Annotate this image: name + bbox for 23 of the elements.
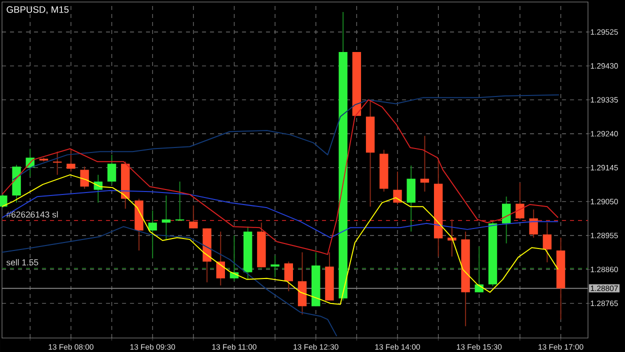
candlestick <box>189 205 198 229</box>
candlestick <box>66 148 76 172</box>
candlestick <box>80 166 89 190</box>
candlestick <box>542 222 552 263</box>
candlestick <box>393 171 402 205</box>
candlestick <box>148 210 157 259</box>
candlestick <box>216 231 225 286</box>
candlestick <box>162 195 171 240</box>
candlestick <box>406 165 416 232</box>
candlestick <box>420 135 430 192</box>
ref-line-label: sell 1.55 <box>6 259 38 266</box>
chart-title: GBPUSD, M15 <box>6 6 69 14</box>
ref-line-label: #62626143 sl <box>6 211 58 218</box>
candlestick <box>448 218 456 258</box>
candlestick <box>0 194 8 208</box>
candlestick <box>270 255 280 278</box>
candlestick <box>284 261 294 292</box>
candlestick <box>107 154 116 185</box>
candlestick <box>175 181 184 222</box>
candlestick <box>529 208 538 238</box>
candlestick <box>502 196 511 244</box>
candlestick <box>516 182 524 220</box>
candlestick <box>52 151 62 176</box>
